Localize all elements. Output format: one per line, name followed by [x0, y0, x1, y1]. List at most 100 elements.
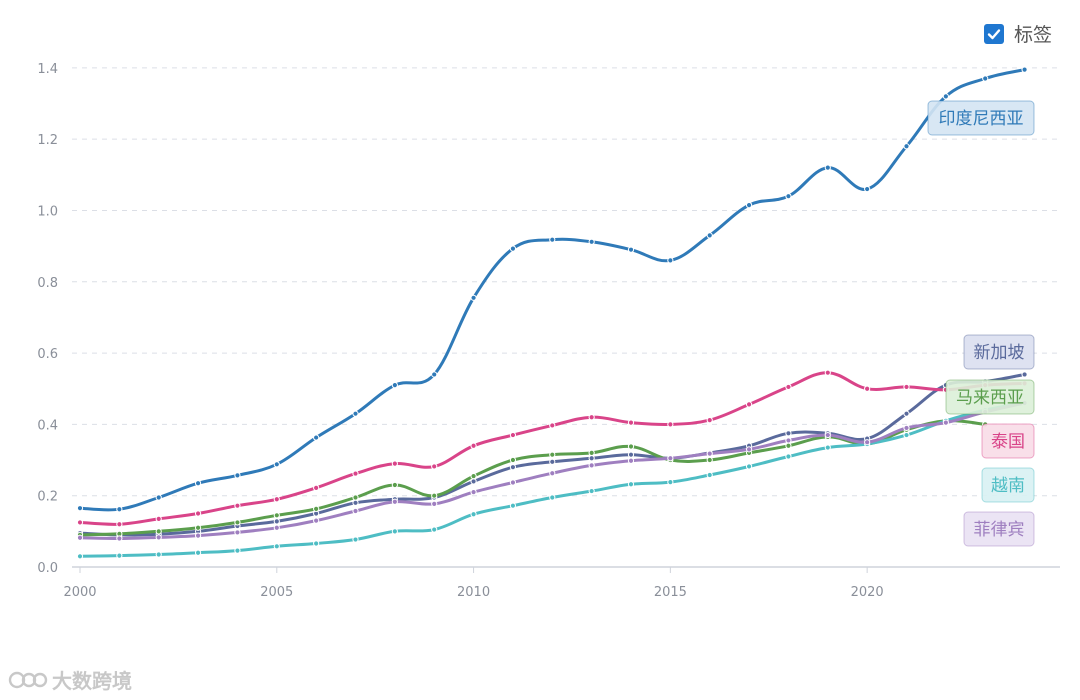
series-0-point[interactable]	[76, 505, 84, 512]
series-0-point[interactable]	[627, 246, 635, 253]
series-4-point[interactable]	[509, 502, 517, 509]
series-0-point[interactable]	[509, 245, 517, 252]
series-0-point[interactable]	[785, 193, 792, 200]
series-2-point[interactable]	[706, 456, 713, 464]
series-1-point[interactable]	[1021, 371, 1028, 378]
series-5-point[interactable]	[706, 450, 713, 457]
series-0-point[interactable]	[706, 232, 713, 239]
series-5-point[interactable]	[470, 489, 477, 496]
series-1-point[interactable]	[627, 451, 635, 458]
series-0-point[interactable]	[313, 434, 320, 441]
series-4-point[interactable]	[667, 479, 674, 486]
series-2-point[interactable]	[431, 492, 438, 499]
series-4-point[interactable]	[627, 481, 635, 488]
series-5-point[interactable]	[509, 479, 517, 486]
series-1-point[interactable]	[588, 455, 595, 462]
series-4-point[interactable]	[273, 543, 280, 550]
series-4-point[interactable]	[313, 540, 320, 547]
series-5-point[interactable]	[903, 424, 910, 432]
series-0-point[interactable]	[194, 480, 202, 487]
series-1-point[interactable]	[549, 458, 556, 465]
series-4-point[interactable]	[470, 511, 477, 518]
series-3-point[interactable]	[864, 385, 871, 392]
series-2-point[interactable]	[273, 512, 280, 519]
series-3-point[interactable]	[509, 431, 517, 439]
series-5-point[interactable]	[194, 532, 202, 539]
series-3-point[interactable]	[785, 383, 792, 391]
series-0-point[interactable]	[155, 494, 162, 501]
series-0-point[interactable]	[667, 257, 674, 264]
series-1-point[interactable]	[352, 499, 359, 506]
series-3-point[interactable]	[313, 484, 320, 491]
series-2-point[interactable]	[470, 472, 477, 480]
series-5-point[interactable]	[785, 437, 792, 444]
series-0-point[interactable]	[116, 506, 123, 513]
series-0-point[interactable]	[1021, 66, 1028, 73]
series-0-point[interactable]	[982, 75, 989, 82]
series-2-point[interactable]	[155, 528, 162, 535]
series-4-point[interactable]	[391, 528, 398, 535]
series-1-point[interactable]	[903, 410, 910, 417]
series-3-point[interactable]	[745, 401, 753, 408]
series-5-point[interactable]	[391, 498, 398, 505]
series-5-point[interactable]	[824, 431, 831, 439]
series-5-point[interactable]	[234, 529, 241, 536]
series-4-point[interactable]	[785, 453, 792, 460]
series-0-point[interactable]	[903, 143, 910, 150]
series-3-point[interactable]	[116, 521, 123, 528]
label-toggle[interactable]: 标签	[983, 20, 1052, 47]
series-3-point[interactable]	[155, 515, 162, 522]
series-1-point[interactable]	[273, 518, 280, 525]
series-2-point[interactable]	[194, 524, 202, 531]
series-2-point[interactable]	[234, 519, 241, 526]
series-3-point[interactable]	[194, 510, 202, 517]
series-2-point[interactable]	[313, 505, 320, 512]
series-5-point[interactable]	[155, 534, 162, 541]
series-1-point[interactable]	[509, 464, 517, 471]
series-5-point[interactable]	[76, 534, 84, 541]
series-5-point[interactable]	[431, 500, 438, 507]
series-3-point[interactable]	[431, 463, 438, 470]
series-2-point[interactable]	[509, 456, 517, 464]
series-3-point[interactable]	[273, 496, 280, 503]
series-4-point[interactable]	[706, 471, 713, 479]
series-3-point[interactable]	[706, 417, 713, 424]
series-3-point[interactable]	[391, 460, 398, 467]
series-2-point[interactable]	[549, 451, 556, 458]
series-3-point[interactable]	[470, 442, 477, 449]
series-5-point[interactable]	[588, 462, 595, 469]
series-5-point[interactable]	[667, 455, 674, 462]
series-2-point[interactable]	[391, 481, 398, 489]
series-3-point[interactable]	[667, 421, 674, 428]
series-3-point[interactable]	[627, 419, 635, 426]
series-0-point[interactable]	[942, 93, 949, 100]
series-1-point[interactable]	[785, 430, 792, 437]
series-4-point[interactable]	[745, 463, 753, 470]
series-4-point[interactable]	[234, 547, 241, 554]
series-4-point[interactable]	[194, 549, 202, 556]
series-3-point[interactable]	[352, 470, 359, 477]
series-2-point[interactable]	[627, 443, 635, 450]
series-4-point[interactable]	[76, 553, 84, 560]
series-2-point[interactable]	[785, 442, 792, 449]
series-3-point[interactable]	[903, 383, 910, 391]
series-1-point[interactable]	[470, 478, 477, 485]
series-4-point[interactable]	[824, 444, 831, 451]
series-5-point[interactable]	[627, 457, 635, 464]
series-5-point[interactable]	[864, 439, 871, 446]
series-0-point[interactable]	[234, 472, 241, 479]
series-0-point[interactable]	[588, 238, 595, 245]
series-2-point[interactable]	[588, 449, 595, 457]
checkbox-icon[interactable]	[983, 23, 1004, 44]
series-5-point[interactable]	[116, 535, 123, 542]
series-3-point[interactable]	[588, 414, 595, 421]
series-4-point[interactable]	[903, 431, 910, 439]
series-0-point[interactable]	[824, 164, 831, 171]
series-5-point[interactable]	[549, 470, 556, 477]
series-5-point[interactable]	[352, 507, 359, 515]
series-4-point[interactable]	[155, 551, 162, 558]
series-3-point[interactable]	[234, 502, 241, 509]
series-3-point[interactable]	[76, 519, 84, 526]
series-5-point[interactable]	[942, 419, 949, 426]
series-0-point[interactable]	[391, 382, 398, 389]
